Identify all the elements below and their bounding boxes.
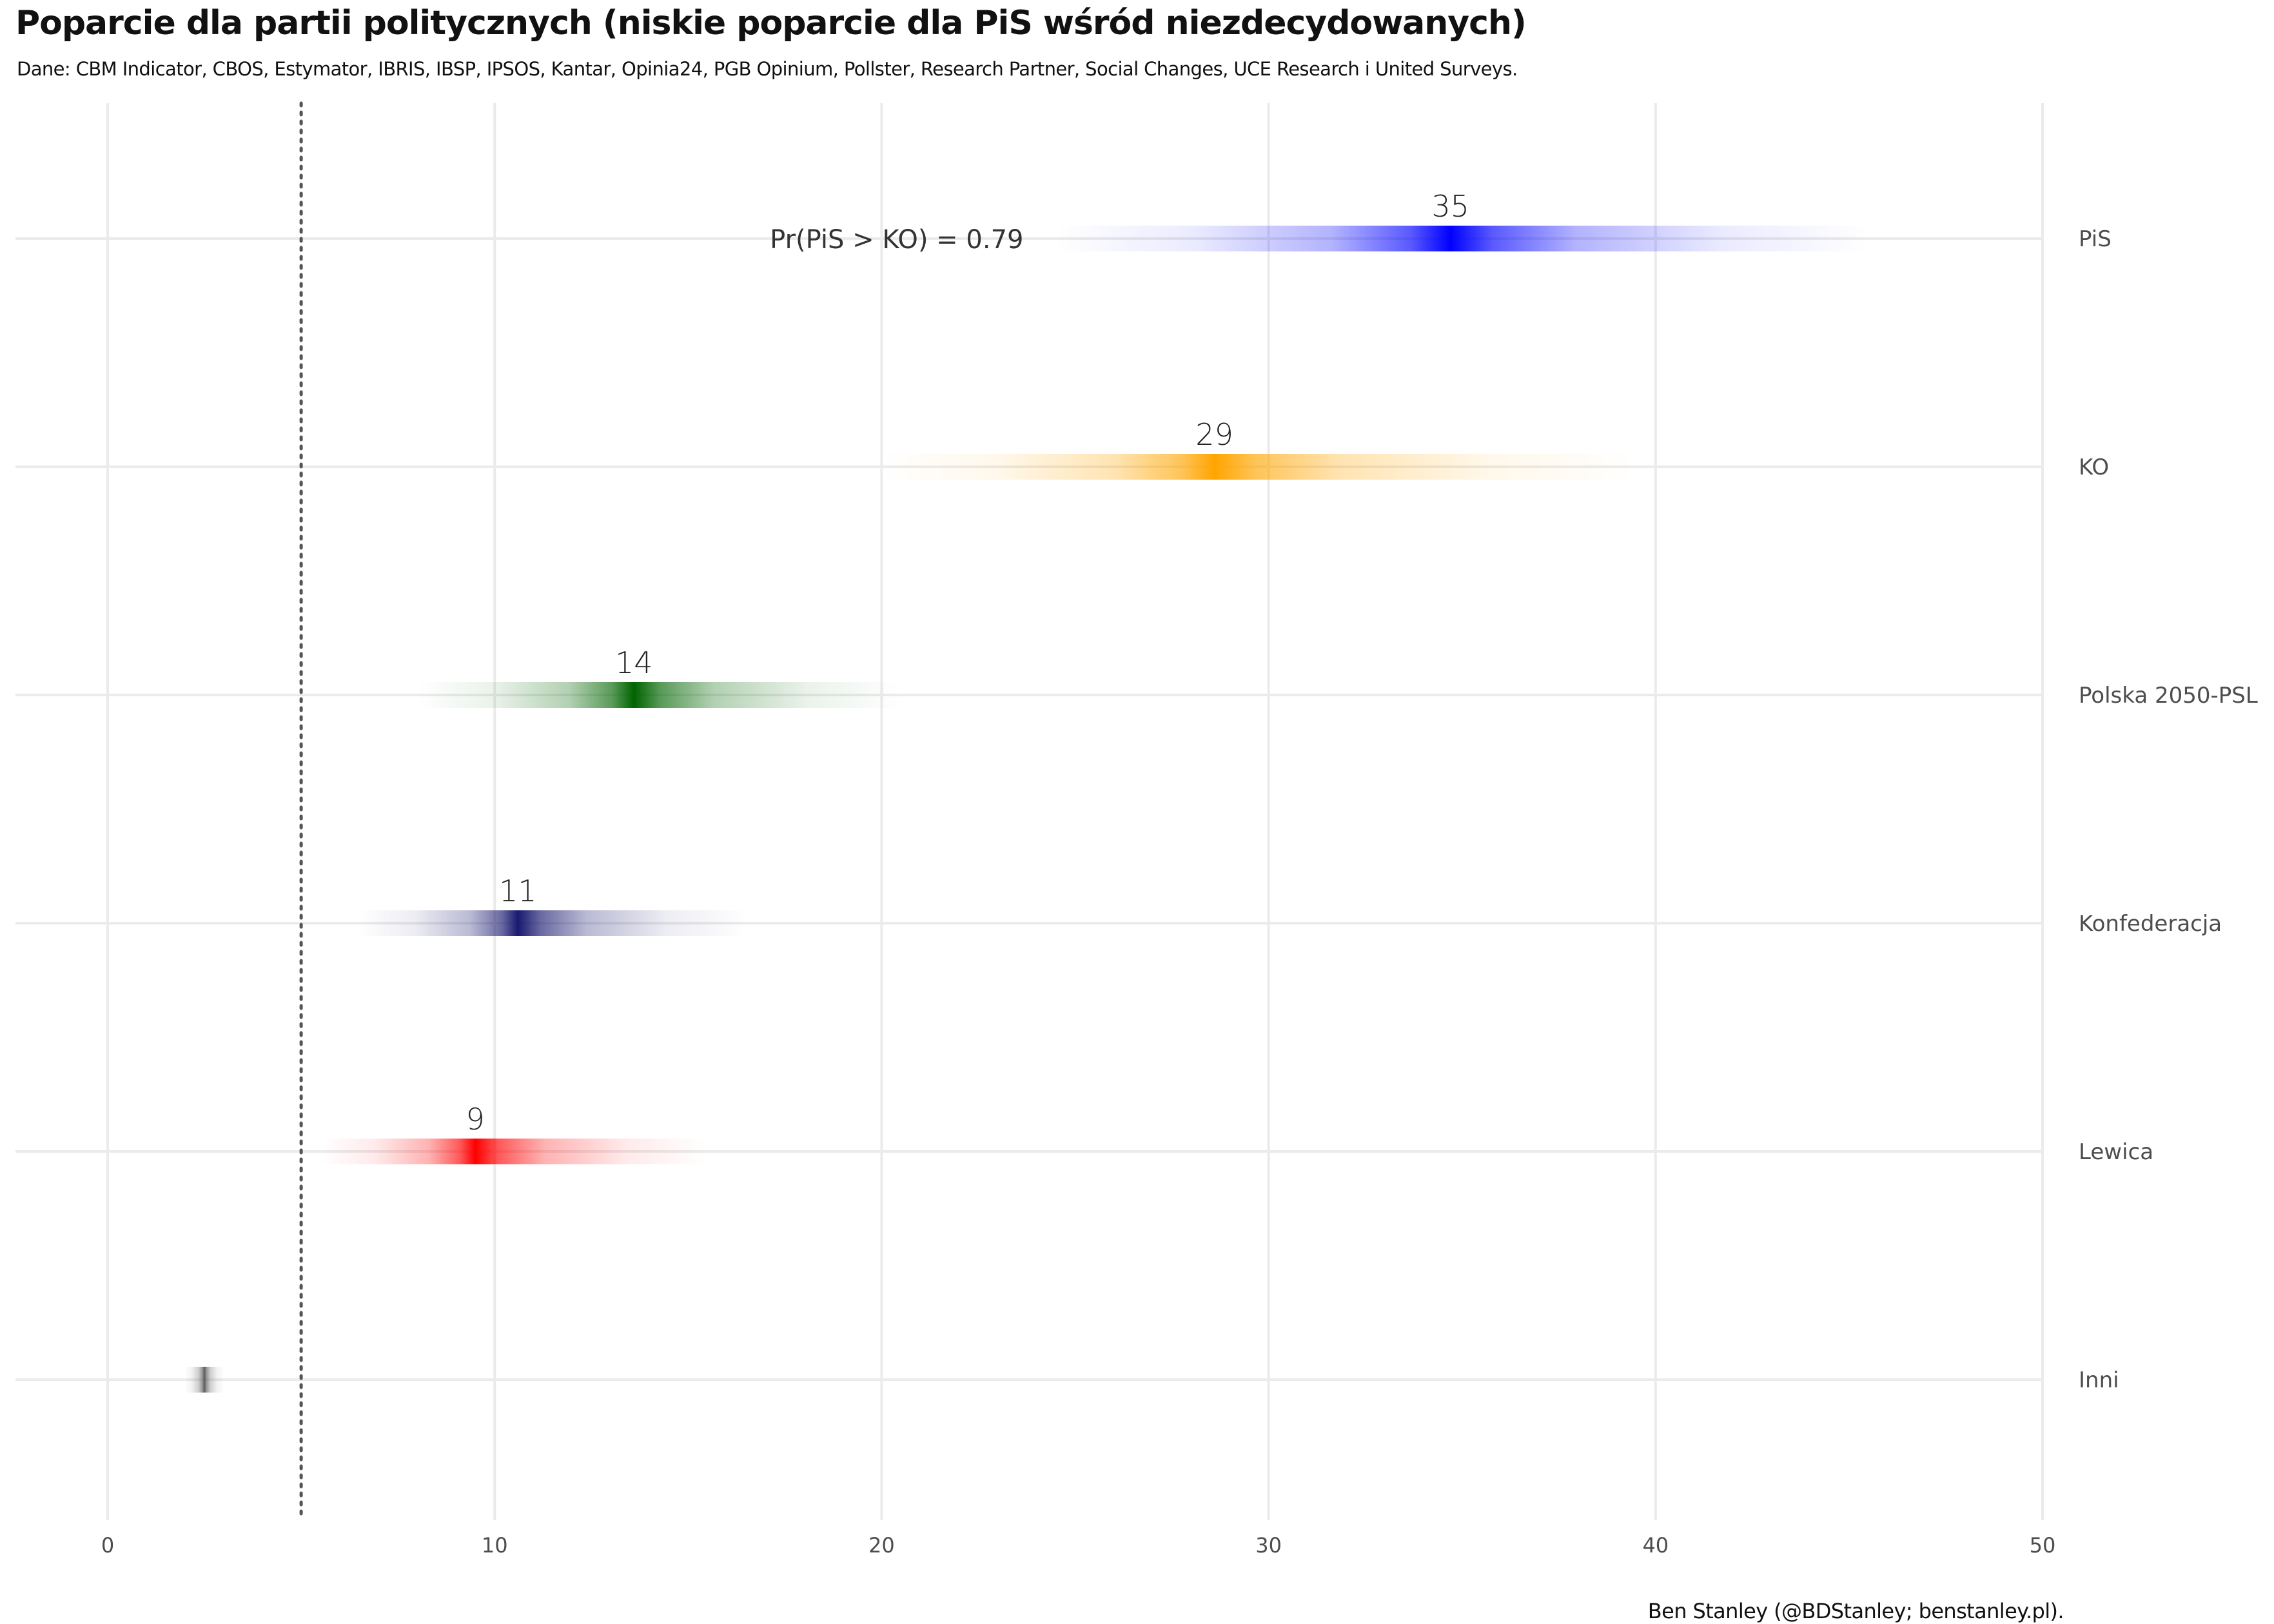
chart-title: Poparcie dla partii politycznych (niskie… bbox=[15, 4, 1527, 43]
value-label: 9 bbox=[466, 1102, 485, 1137]
interval-bar bbox=[1055, 226, 1868, 251]
interval-bar bbox=[359, 910, 747, 936]
label-layer: 35 PiS 29 KO 14 Polska 2050-PSL 11 Konfederacja… bbox=[466, 189, 2258, 1393]
party-label: Konfederacja bbox=[2079, 911, 2222, 937]
interval-bar bbox=[881, 454, 1636, 480]
interval-bar bbox=[417, 682, 901, 708]
party-label: Lewica bbox=[2079, 1139, 2153, 1165]
value-label: 14 bbox=[615, 645, 653, 680]
x-axis-ticks: 0 10 20 30 40 50 bbox=[101, 1533, 2056, 1558]
value-label: 29 bbox=[1195, 417, 1233, 452]
x-tick-label: 50 bbox=[2030, 1533, 2056, 1558]
value-label: 35 bbox=[1431, 189, 1469, 224]
interval-bar bbox=[320, 1139, 708, 1164]
x-tick-label: 20 bbox=[868, 1533, 895, 1558]
grid-layer bbox=[15, 103, 2044, 1520]
interval-bar bbox=[185, 1367, 224, 1393]
party-label: KO bbox=[2079, 455, 2109, 480]
x-tick-label: 40 bbox=[1642, 1533, 1669, 1558]
chart-caption: Ben Stanley (@BDStanley; benstanley.pl). bbox=[1647, 1599, 2064, 1623]
x-tick-label: 0 bbox=[101, 1533, 114, 1558]
party-label: PiS bbox=[2079, 226, 2112, 252]
probability-annotation: Pr(PiS > KO) = 0.79 bbox=[770, 225, 1023, 255]
value-label: 11 bbox=[499, 874, 537, 908]
x-tick-label: 30 bbox=[1255, 1533, 1282, 1558]
interval-layer bbox=[185, 226, 1868, 1393]
x-tick-label: 10 bbox=[482, 1533, 508, 1558]
party-label: Polska 2050-PSL bbox=[2079, 683, 2258, 709]
party-label: Inni bbox=[2079, 1367, 2119, 1393]
chart-subtitle: Dane: CBM Indicator, CBOS, Estymator, IB… bbox=[17, 58, 1518, 80]
